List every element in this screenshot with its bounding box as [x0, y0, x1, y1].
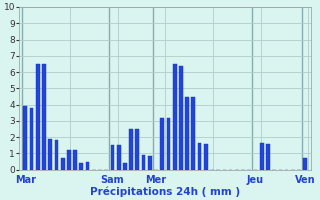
Bar: [129, 129, 133, 170]
Bar: [160, 118, 164, 170]
Bar: [260, 143, 264, 170]
Bar: [179, 66, 183, 170]
Bar: [185, 97, 189, 170]
Bar: [166, 118, 170, 170]
X-axis label: Précipitations 24h ( mm ): Précipitations 24h ( mm ): [90, 186, 240, 197]
Bar: [198, 143, 201, 170]
Bar: [148, 156, 152, 170]
Bar: [23, 106, 27, 170]
Bar: [79, 163, 83, 170]
Bar: [42, 64, 46, 170]
Bar: [173, 64, 177, 170]
Bar: [55, 140, 58, 170]
Bar: [204, 144, 208, 170]
Bar: [117, 145, 121, 170]
Bar: [303, 158, 307, 170]
Bar: [48, 139, 52, 170]
Bar: [73, 150, 77, 170]
Bar: [86, 162, 89, 170]
Bar: [123, 163, 127, 170]
Bar: [142, 155, 145, 170]
Bar: [61, 158, 65, 170]
Bar: [135, 129, 139, 170]
Bar: [30, 108, 34, 170]
Bar: [36, 64, 40, 170]
Bar: [67, 150, 71, 170]
Bar: [191, 97, 195, 170]
Bar: [111, 145, 114, 170]
Bar: [266, 144, 270, 170]
